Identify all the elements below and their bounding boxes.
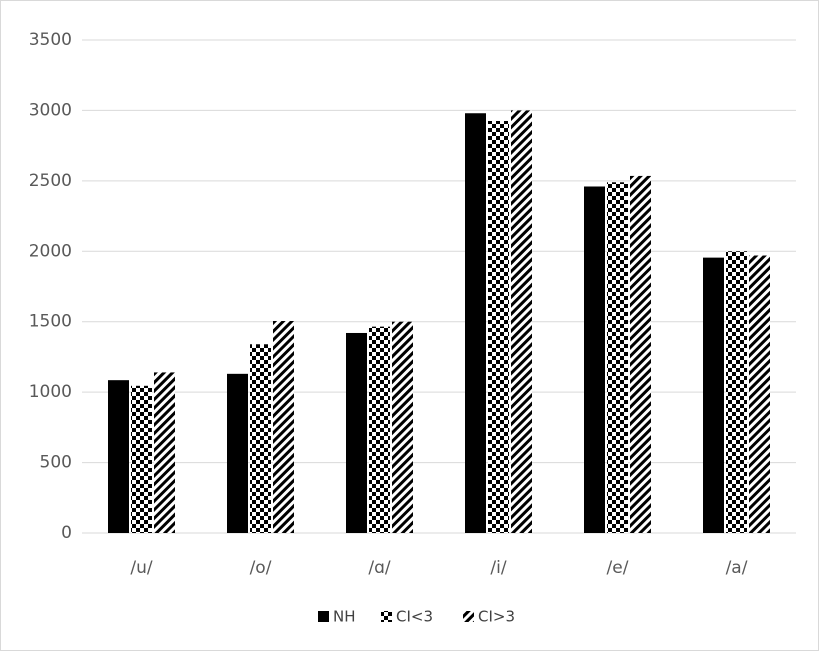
y-tick-label: 2000 xyxy=(29,241,72,261)
x-tick-label: /a/ xyxy=(726,558,748,578)
legend-label: NH xyxy=(333,608,356,626)
bar xyxy=(154,372,175,533)
legend-swatch xyxy=(318,611,329,622)
x-tick-label: /o/ xyxy=(250,558,272,578)
bar xyxy=(511,110,532,533)
y-tick-label: 1000 xyxy=(29,382,72,402)
legend-label: CI<3 xyxy=(396,608,433,626)
bar xyxy=(250,344,271,533)
bar xyxy=(227,373,248,533)
bar xyxy=(108,380,129,533)
x-tick-label: /e/ xyxy=(607,558,629,578)
y-tick-label: 3500 xyxy=(29,30,72,50)
legend-swatch xyxy=(463,611,474,622)
y-tick-label: 500 xyxy=(40,453,72,473)
bar xyxy=(273,321,294,533)
legend-swatch xyxy=(381,611,392,622)
legend-label: CI>3 xyxy=(478,608,515,626)
x-tick-label: /i/ xyxy=(490,558,506,578)
bar xyxy=(346,332,367,533)
y-tick-label: 1500 xyxy=(29,312,72,332)
bar xyxy=(369,326,390,533)
bar xyxy=(584,186,605,533)
bar xyxy=(607,182,628,533)
y-tick-label: 0 xyxy=(61,523,72,543)
bar xyxy=(726,251,747,534)
x-tick-label: /ɑ/ xyxy=(368,558,391,578)
bar xyxy=(392,321,413,533)
y-tick-label: 2500 xyxy=(29,171,72,191)
bar xyxy=(465,113,486,533)
y-tick-label: 3000 xyxy=(29,100,72,120)
x-tick-label: /u/ xyxy=(130,558,153,578)
bar xyxy=(131,385,152,533)
bar xyxy=(749,255,770,534)
bar xyxy=(488,120,509,533)
bar xyxy=(630,175,651,534)
bar xyxy=(703,257,724,533)
